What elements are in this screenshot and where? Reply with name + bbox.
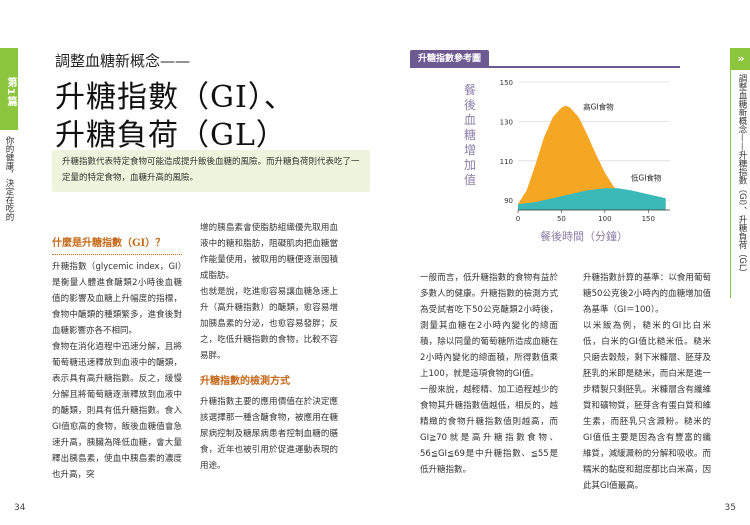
y-axis-label-char: 後 [464, 98, 476, 112]
page-title-line1: 升糖指數（GI）、 [55, 80, 295, 115]
page-number-right: 35 [724, 503, 736, 513]
chapter-side-tab: 第1篇 你的健康，決定在吃的食物份量！ [0, 48, 18, 228]
column-4: 升糖指數計算的基準：以食用葡萄糖50公克後2小時內的血糖增加值為基準（GI＝10… [583, 270, 711, 494]
paragraph: 增的胰島素會使脂肪組織優先取用血液中的糖和脂肪，阻礙肌肉把血糖當作能量使用，被取… [200, 223, 338, 281]
left-page: 第1篇 你的健康，決定在吃的食物份量！ 調整血糖新概念—— 升糖指數（GI）、 … [0, 48, 370, 513]
y-axis-label-char: 血 [464, 113, 476, 127]
x-tick-label: 50 [557, 215, 566, 223]
y-tick-label: 150 [500, 79, 513, 87]
y-axis-label-char: 糖 [464, 127, 476, 142]
chapter-badge: 第1篇 [0, 48, 18, 130]
column-3: 一般而言，低升糖指數的食物有益於多數人的健康。升糖指數的檢測方式為受試者吃下50… [420, 270, 558, 478]
section-heading-gi: 什麼是升糖指數（GI）？ [52, 236, 182, 255]
y-axis-label-char: 加 [464, 158, 476, 172]
paragraph: 升糖指數主要的應用價值在於決定應該選擇那一種含醣食物，被應用在糖尿病控制及糖尿病… [200, 397, 338, 471]
x-tick-label: 150 [642, 215, 655, 223]
y-tick-label: 130 [500, 118, 513, 126]
intro-text: 升糖指數代表特定食物可能造成提升飯後血糖的風險。而升糖負荷則代表吃了一定量的特定… [62, 157, 360, 183]
right-side-tab: » 調整血糖新概念——升糖指數（GI）、升糖負荷（GL） [730, 48, 750, 298]
page-title-line2: 升糖負荷（GL） [55, 118, 287, 153]
y-tick-label: 110 [500, 158, 513, 166]
series-area-low-gi [518, 188, 666, 210]
paragraph: 以米飯為例，糙米的GI比白米低，白米的GI值比糙米低。糙米只磨去穀殼，剩下米糠層… [583, 321, 711, 491]
x-axis-label: 餐後時間（分鐘） [540, 229, 628, 243]
gi-chart: 升糖指數參考圖 90 110 130 150 0 50 100 150 高GI食物 低GI食物餐後… [410, 50, 680, 250]
page-number-left: 34 [14, 503, 26, 513]
chart-header: 升糖指數參考圖 [410, 50, 680, 68]
paragraph: 也就是說，吃進愈容易讓血糖急速上升（高升糖指數）的醣類，愈容易增加胰島素的分泌，… [200, 287, 338, 361]
paragraph: 升糖指數計算的基準：以食用葡萄糖50公克後2小時內的血糖增加值為基準（GI＝10… [583, 273, 711, 315]
y-axis-label-char: 增 [464, 143, 476, 157]
series-label-low-gi: 低GI食物 [631, 172, 662, 182]
paragraph: 食物在消化過程中迅速分解，且將葡萄糖迅速釋放到血液中的醣類，表示具有高升糖指數。… [52, 342, 182, 480]
paragraph: 升糖指數（glycemic index，GI）是衡量人體進食醣類2小時後血糖值的… [52, 262, 182, 336]
y-tick-label: 90 [504, 197, 513, 205]
section-heading-test-method: 升糖指數的檢測方式 [200, 376, 290, 387]
column-1: 什麼是升糖指數（GI）？ 升糖指數（glycemic index，GI）是衡量人… [52, 236, 182, 483]
y-axis-label-char: 值 [464, 172, 476, 187]
x-tick-label: 0 [516, 215, 520, 223]
intro-box: 升糖指數代表特定食物可能造成提升飯後血糖的風險。而升糖負荷則代表吃了一定量的特定… [52, 150, 370, 192]
series-label-high-gi: 高GI食物 [583, 102, 614, 112]
y-axis-label-char: 餐 [464, 82, 476, 97]
column-2: 增的胰島素會使脂肪組織優先取用血液中的糖和脂肪，阻礙肌肉把血糖當作能量使用，被取… [200, 220, 338, 474]
tab-arrow-icon: » [731, 48, 750, 70]
paragraph: 一般來說，越輕精、加工過程越少的食物其升糖指數值越低，相反的，越精緻的食物升糖指… [420, 385, 558, 475]
paragraph: 一般而言，低升糖指數的食物有益於多數人的健康。升糖指數的檢測方式為受試者吃下50… [420, 273, 558, 379]
x-tick-label: 100 [598, 215, 611, 223]
chapter-topic: 你的健康，決定在吃的食物份量！ [4, 136, 14, 221]
title-kicker: 調整血糖新概念—— [55, 52, 191, 70]
chart-title: 升糖指數參考圖 [410, 50, 490, 68]
series-area-high-gi [518, 105, 666, 210]
right-page: 升糖指數參考圖 90 110 130 150 0 50 100 150 高GI食物 低GI食物餐後… [375, 0, 750, 525]
right-tab-topic: 調整血糖新概念——升糖指數（GI）、升糖負荷（GL） [737, 74, 747, 278]
